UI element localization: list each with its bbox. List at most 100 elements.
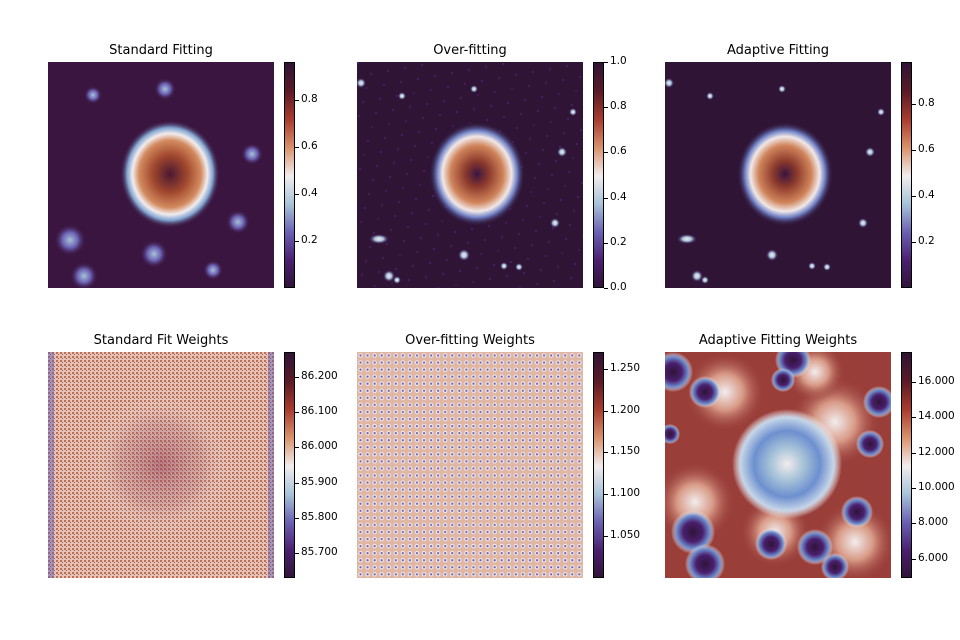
- heatmap-image: [48, 352, 274, 578]
- high-weight-region-0: [685, 352, 765, 432]
- point-source-3: [701, 276, 709, 284]
- source-spot-3: [203, 260, 223, 280]
- colorbar: [284, 352, 296, 579]
- colorbar-tickmark: [604, 197, 608, 199]
- point-source-1: [458, 249, 470, 261]
- colorbar-tick-label: 0.8: [918, 96, 935, 109]
- source-spot-5: [241, 143, 263, 165]
- colorbar-tick-label: 85.800: [301, 510, 338, 523]
- point-source-7: [865, 147, 875, 157]
- colorbar-tickmark: [604, 494, 608, 496]
- colorbar-tickmark: [295, 99, 299, 101]
- colorbar-gradient: [902, 63, 913, 289]
- colorbar-tick-label: 0.6: [918, 142, 935, 155]
- point-source-2: [383, 270, 395, 282]
- colorbar-tickmark: [604, 242, 608, 244]
- low-weight-region-3: [771, 368, 795, 392]
- colorbar-tickmark: [604, 107, 608, 109]
- colorbar-tickmark: [912, 487, 916, 489]
- colorbar-tick-label: 86.000: [301, 440, 338, 453]
- colorbar-tickmark: [295, 376, 299, 378]
- source-spot-0: [54, 224, 86, 256]
- galaxy: [737, 122, 833, 226]
- colorbar-tickmark: [295, 447, 299, 449]
- colorbar-gradient: [285, 63, 296, 289]
- colorbar-tick-label: 0.6: [610, 145, 627, 158]
- colorbar: [284, 62, 296, 289]
- colorbar-tick-label: 1.0: [610, 55, 627, 67]
- colorbar-tick-label: 0.4: [610, 190, 627, 203]
- colorbar-tick-label: 16.000: [918, 375, 955, 388]
- colorbar-tickmark: [295, 146, 299, 148]
- point-source-9: [357, 78, 366, 88]
- point-source-8: [778, 85, 786, 93]
- point-source-4: [808, 262, 816, 270]
- colorbar-tick-label: 1.050: [610, 529, 641, 542]
- point-source-5: [515, 263, 523, 271]
- point-source-6: [858, 218, 868, 228]
- colorbar-tickmark: [912, 195, 916, 197]
- heatmap-image: [665, 62, 891, 288]
- low-weight-region-6: [841, 496, 873, 528]
- colorbar-tickmark: [912, 382, 916, 384]
- colorbar-tickmark: [912, 241, 916, 243]
- panel-title: Standard Fit Weights: [93, 333, 229, 348]
- colorbar-tick-label: 1.250: [610, 361, 641, 374]
- panel-title: Over-fitting Weights: [405, 333, 535, 348]
- low-weight-region-5: [856, 430, 884, 458]
- low-weight-region-7: [671, 510, 715, 554]
- point-source-6: [550, 218, 560, 228]
- colorbar-tickmark: [604, 288, 608, 289]
- colorbar-tickmark: [912, 558, 916, 560]
- low-weight-region-11: [821, 553, 849, 578]
- point-source-10: [706, 92, 714, 100]
- point-source-2: [691, 270, 703, 282]
- colorbar: [901, 62, 913, 289]
- center-pattern: [91, 395, 231, 535]
- galaxy: [429, 122, 525, 226]
- low-weight-region-12: [665, 424, 680, 444]
- colorbar-tick-label: 0.8: [301, 92, 318, 105]
- colorbar-tick-label: 85.900: [301, 475, 338, 488]
- colorbar: [593, 352, 605, 579]
- colorbar-tickmark: [604, 152, 608, 154]
- source-spot-2: [70, 262, 98, 288]
- colorbar: [901, 352, 913, 579]
- point-source-1: [766, 249, 778, 261]
- low-weight-region-9: [755, 528, 787, 560]
- point-source-11: [569, 108, 577, 116]
- source-spot-7: [84, 86, 102, 104]
- point-source-8: [470, 85, 478, 93]
- colorbar-tickmark: [604, 62, 608, 63]
- colorbar-tick-label: 8.000: [918, 516, 949, 529]
- colorbar-tick-label: 85.700: [301, 546, 338, 559]
- point-source-0: [677, 234, 697, 244]
- low-weight-region-0: [665, 352, 693, 392]
- weight-grid: [357, 352, 583, 578]
- point-source-4: [500, 262, 508, 270]
- colorbar-tickmark: [295, 240, 299, 242]
- colorbar-tick-label: 0.8: [610, 100, 627, 113]
- galaxy-ring: [732, 409, 842, 519]
- point-source-10: [398, 92, 406, 100]
- colorbar-tick-label: 12.000: [918, 445, 955, 458]
- colorbar-tickmark: [912, 103, 916, 105]
- colorbar-tickmark: [295, 553, 299, 555]
- colorbar-tickmark: [295, 517, 299, 519]
- panel-title: Adaptive Fitting Weights: [698, 333, 858, 348]
- point-source-7: [557, 147, 567, 157]
- colorbar-tickmark: [912, 149, 916, 151]
- colorbar-tick-label: 0.6: [301, 139, 318, 152]
- colorbar-tickmark: [604, 410, 608, 412]
- low-weight-region-4: [863, 386, 891, 418]
- colorbar-tick-label: 86.100: [301, 405, 338, 418]
- source-spot-1: [140, 240, 168, 268]
- colorbar-tickmark: [604, 536, 608, 538]
- colorbar-tick-label: 0.2: [918, 234, 935, 247]
- colorbar: [593, 62, 605, 289]
- colorbar-tickmark: [912, 523, 916, 525]
- point-source-0: [369, 234, 389, 244]
- colorbar-tick-label: 10.000: [918, 480, 955, 493]
- colorbar-tick-label: 6.000: [918, 551, 949, 564]
- colorbar-tick-label: 86.200: [301, 369, 338, 382]
